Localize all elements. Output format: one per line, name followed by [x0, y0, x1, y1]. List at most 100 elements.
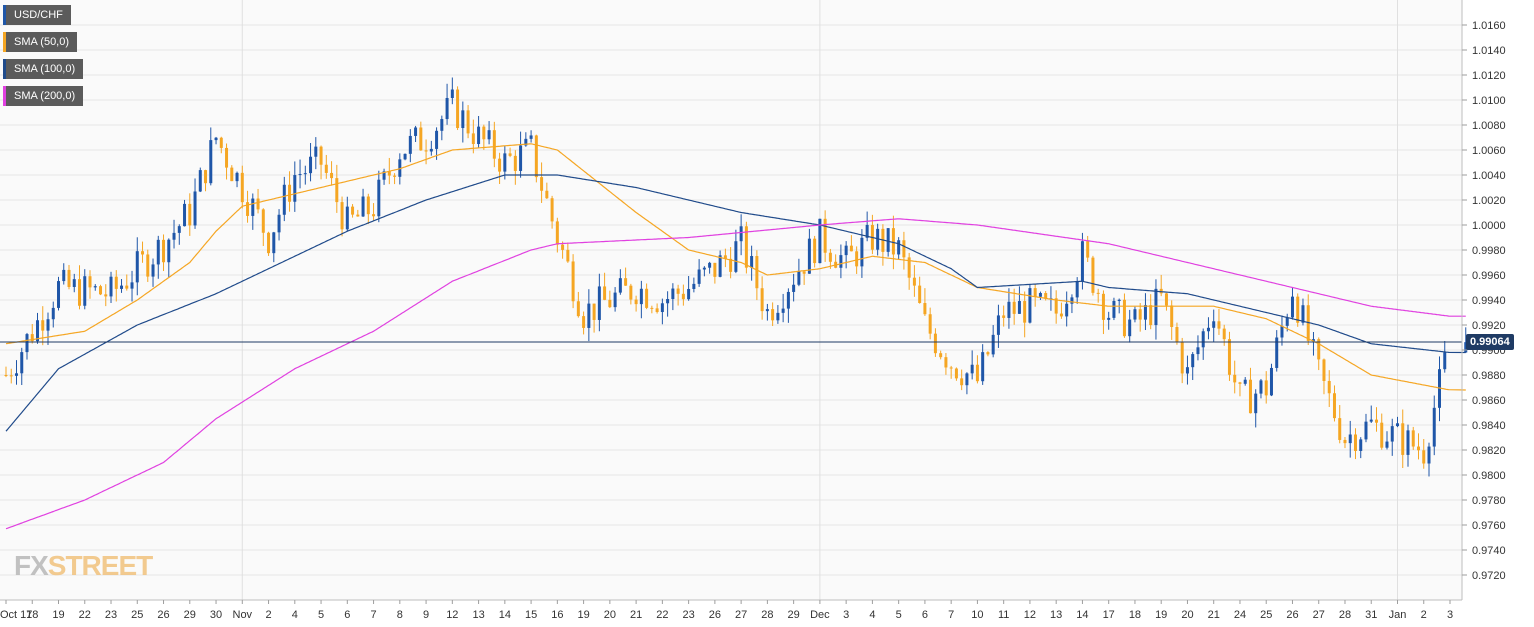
candle-body: [1353, 434, 1357, 451]
candle-body: [923, 303, 927, 315]
candle-body: [986, 352, 990, 355]
candle-body: [1149, 305, 1153, 326]
y-tick-label: 1.0160: [1472, 20, 1506, 32]
candle-body: [1143, 305, 1147, 320]
x-tick-label: Nov: [233, 609, 253, 621]
candle-body: [62, 269, 66, 282]
candle-body: [555, 221, 559, 245]
candle-body: [435, 130, 439, 149]
candle-body: [267, 232, 271, 254]
candle-body: [582, 316, 586, 328]
candle-body: [597, 286, 601, 320]
candle-body: [1070, 297, 1074, 304]
candle-body: [629, 285, 633, 300]
legend-sma100[interactable]: SMA (100,0): [3, 59, 84, 79]
candle-body: [697, 269, 701, 284]
candle-body: [477, 126, 481, 145]
candle-body: [655, 308, 659, 313]
candle-body: [776, 312, 780, 321]
x-tick-label: 4: [869, 609, 875, 621]
x-tick-label: 12: [446, 609, 458, 621]
x-tick-label: 11: [998, 609, 1009, 621]
candle-body: [1317, 339, 1321, 360]
candle-body: [886, 228, 890, 252]
candle-body: [1086, 241, 1090, 258]
x-tick-label: 26: [157, 609, 169, 621]
legend-sma50-label: SMA (50,0): [14, 36, 70, 48]
x-tick-label: 14: [1076, 609, 1088, 621]
y-tick-label: 1.0060: [1472, 145, 1506, 157]
x-tick-label: 9: [423, 609, 429, 621]
candle-body: [1343, 439, 1347, 444]
x-tick-label: 6: [922, 609, 928, 621]
candle-body: [666, 298, 670, 304]
candle-body: [1065, 303, 1069, 317]
legend-sma200-label: SMA (200,0): [14, 90, 76, 102]
x-tick-label: Jan: [1389, 609, 1407, 621]
legend-sma50[interactable]: SMA (50,0): [3, 32, 78, 52]
legend-instrument[interactable]: USD/CHF: [3, 5, 71, 25]
candle-body: [818, 218, 822, 264]
candle-body: [104, 294, 108, 297]
candle-body: [681, 293, 685, 300]
candle-body: [1154, 288, 1158, 326]
candle-body: [88, 276, 92, 288]
candle-body: [387, 171, 391, 176]
candle-body: [151, 264, 155, 277]
candle-body: [1206, 327, 1210, 332]
candle-body: [618, 278, 622, 293]
candle-body: [183, 203, 187, 227]
candle-body: [975, 364, 979, 382]
y-tick-label: 0.9940: [1472, 295, 1506, 307]
candle-body: [162, 239, 166, 263]
candle-body: [461, 110, 465, 129]
candle-body: [786, 291, 790, 309]
fxstreet-logo: FXSTREET: [14, 550, 153, 581]
candle-body: [1017, 301, 1021, 314]
candle-body: [1348, 434, 1352, 444]
candle-body: [83, 276, 87, 306]
x-tick-label: 4: [292, 609, 298, 621]
x-tick-label: 14: [499, 609, 511, 621]
legend-swatch-sma100: [3, 59, 6, 79]
candle-body: [912, 277, 916, 286]
y-axis: 1.0160 1.0140 1.0120 1.0100 1.0080 1.0060 1.00…: [1461, 0, 1506, 600]
candle-body: [660, 303, 664, 313]
candle-body: [93, 286, 97, 288]
candle-body: [1259, 380, 1263, 394]
candle-body: [1122, 299, 1126, 337]
x-tick-label: 2: [1421, 609, 1427, 621]
candle-body: [1254, 393, 1258, 414]
candle-body: [377, 179, 381, 217]
candle-body: [188, 203, 192, 226]
candle-body: [466, 110, 470, 134]
legend-sma200[interactable]: SMA (200,0): [3, 86, 84, 106]
candle-body: [550, 198, 554, 222]
candle-body: [219, 137, 223, 148]
candle-body: [1217, 321, 1221, 329]
candle-body: [918, 285, 922, 304]
candle-body: [760, 288, 764, 312]
x-tick-label: 22: [656, 609, 668, 621]
candle-body: [807, 238, 811, 274]
candle-body: [571, 261, 575, 302]
x-tick-label: 5: [896, 609, 902, 621]
candle-body: [372, 214, 376, 217]
candle-body: [1416, 446, 1420, 451]
x-tick-label: 15: [525, 609, 537, 621]
candle-body: [240, 172, 244, 203]
candle-body: [634, 299, 638, 305]
candle-body: [739, 226, 743, 242]
candle-body: [41, 320, 45, 331]
candle-body: [403, 153, 407, 160]
candle-body: [398, 159, 402, 177]
candle-body: [135, 251, 139, 283]
candle-body: [891, 228, 895, 255]
candle-body: [393, 175, 397, 177]
candle-body: [802, 271, 806, 274]
candle-body: [1033, 288, 1037, 297]
candle-body: [1285, 317, 1289, 326]
candle-body: [1002, 315, 1006, 318]
x-tick-label: 2: [265, 609, 271, 621]
